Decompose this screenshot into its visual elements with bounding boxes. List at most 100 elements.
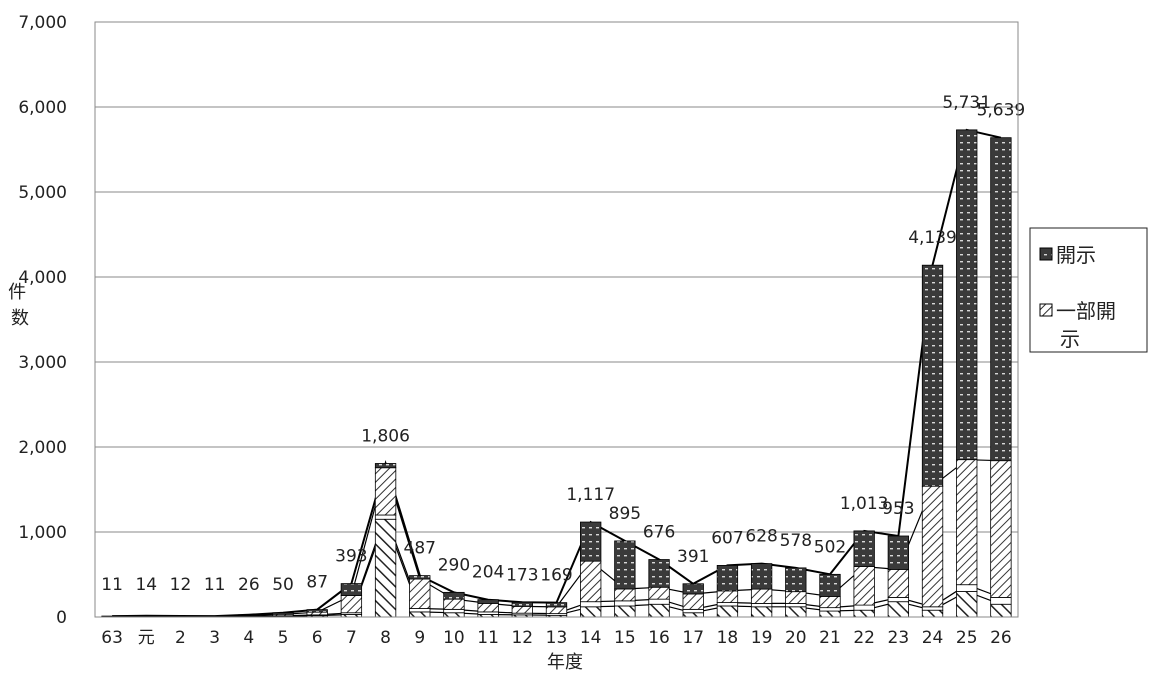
bar-segment [750, 588, 773, 604]
x-tick-label: 20 [785, 628, 807, 648]
plot-area-frame [94, 21, 1019, 618]
bar-segment [648, 586, 670, 600]
total-data-label: 487 [404, 539, 436, 559]
bar-segment [614, 605, 636, 618]
bar-segment [272, 612, 294, 615]
x-tick-label: 14 [580, 628, 602, 648]
bar-segment [614, 600, 636, 607]
x-tick-label: 4 [243, 628, 254, 648]
x-tick-label: 10 [443, 628, 465, 648]
bar-segment [648, 559, 670, 588]
total-data-label: 87 [306, 573, 328, 593]
x-tick-label: 26 [990, 628, 1012, 648]
bar-segment [785, 567, 807, 593]
bar-segment [511, 601, 533, 607]
bar-segment [409, 608, 431, 613]
bar-segment [409, 611, 431, 618]
bar-segment [614, 540, 636, 590]
total-data-label: 26 [238, 575, 260, 595]
bar-segment [716, 602, 739, 607]
legend-swatch-disclosure [1039, 247, 1053, 261]
bar-segment [580, 606, 602, 618]
bar-segment [545, 602, 568, 608]
x-tick-label: 2 [175, 628, 186, 648]
bar-segment [409, 578, 431, 609]
bar-segment [921, 264, 944, 487]
x-tick-label: 8 [380, 628, 391, 648]
bar-segment [648, 598, 670, 605]
x-tick-label: 17 [682, 628, 704, 648]
total-data-label: 578 [780, 531, 812, 551]
y-axis-title: 件 数 [8, 282, 32, 329]
bar-segment [853, 566, 875, 606]
bar-segment [716, 605, 739, 618]
bar-segment [682, 612, 704, 618]
bar-segment [819, 607, 841, 612]
bar-segment [374, 463, 397, 469]
legend: 開示 一部開 示 [1029, 227, 1148, 353]
bar-segment [374, 467, 397, 516]
bar-segment [887, 597, 910, 603]
total-data-label: 393 [335, 547, 367, 567]
legend-swatch-partial-disclosure [1039, 303, 1053, 317]
total-data-label: 50 [272, 575, 294, 595]
bar-segment [853, 604, 875, 611]
bar-segment [956, 459, 978, 586]
y-tick-label: 3,000 [18, 353, 67, 373]
x-tick-label: 21 [819, 628, 841, 648]
bar-segment [956, 584, 978, 592]
bar-segment [716, 565, 739, 592]
bar-segment [443, 591, 465, 600]
x-axis-ticks: 63 元 2 3 4 5 6 7 8 9 10 11 12 13 14 15 16 17 18 19 20 21 22 23 2… [101, 628, 1011, 648]
x-tick-label: 23 [888, 628, 910, 648]
bar-segment [990, 137, 1012, 462]
bar-segment [238, 614, 260, 616]
bar-segment [853, 609, 875, 618]
x-tick-label: 13 [546, 628, 568, 648]
total-data-label: 4,139 [908, 228, 957, 248]
bar-segment [921, 606, 944, 611]
bar-segment [750, 603, 773, 608]
bar-segment [750, 606, 773, 618]
legend-label-partial-line-1: 一部開 [1056, 299, 1116, 323]
bar-segment [956, 129, 978, 461]
legend-label-partial-line-2: 示 [1060, 327, 1080, 351]
x-tick-label: 11 [477, 628, 499, 648]
bar-segment [819, 596, 841, 609]
total-data-label: 895 [609, 504, 641, 524]
y-tick-label: 5,000 [18, 183, 67, 203]
x-tick-label: 18 [717, 628, 739, 648]
bar-segment [614, 588, 636, 602]
x-tick-label: 22 [853, 628, 875, 648]
bar-segment [374, 514, 397, 520]
y-axis-title-line-1: 件 [8, 282, 26, 303]
bar-segment [819, 573, 841, 597]
x-tick-label: 19 [751, 628, 773, 648]
total-data-label: 169 [540, 566, 572, 586]
x-tick-label: 6 [312, 628, 323, 648]
bar-segment [785, 606, 807, 618]
bar-segment [819, 610, 841, 618]
total-data-label: 204 [472, 563, 504, 583]
bar-segment [306, 609, 328, 613]
bar-segment [990, 460, 1012, 598]
x-tick-label: 15 [614, 628, 636, 648]
bar-segment [716, 590, 739, 603]
total-data-label: 5,731 [942, 93, 991, 113]
total-data-label: 1,117 [566, 485, 615, 505]
bar-segment [443, 598, 465, 610]
y-tick-label: 1,000 [18, 523, 67, 543]
bar-segment [580, 601, 602, 608]
bar-segment [785, 603, 807, 608]
bar-segment [682, 583, 704, 595]
total-data-label: 173 [506, 565, 538, 585]
total-data-label: 290 [438, 555, 470, 575]
bar-segment [750, 563, 773, 590]
total-data-label: 14 [135, 575, 157, 595]
bar-segment [374, 518, 397, 618]
bar-segment [682, 593, 704, 610]
y-axis-ticks: 0 1,000 2,000 3,000 4,000 5,000 6,000 7,000 [18, 13, 67, 628]
bars [101, 129, 1012, 618]
